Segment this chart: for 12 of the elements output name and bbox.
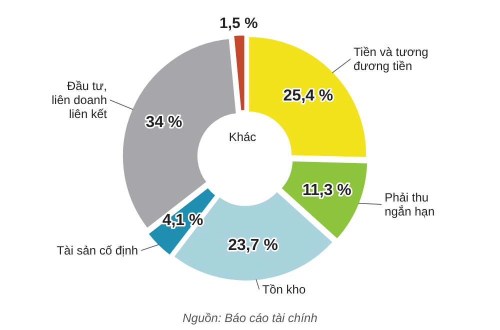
data-label: 34 % — [146, 114, 182, 132]
slice-label: Phải thu ngắn hạn — [384, 190, 435, 218]
data-label: 25,4 % — [283, 88, 334, 105]
data-label: 23,7 % — [228, 237, 278, 254]
slice-label: Khác — [228, 130, 256, 144]
data-label: 11,3 % — [302, 182, 352, 199]
text: Nguồn: Báo cáo tài chính — [182, 311, 318, 325]
slice-label: Tồn kho — [262, 282, 306, 296]
slice-label: Đầu tư, liên doanh liên kết — [52, 78, 108, 121]
slice-label: Tiền và tương đương tiền — [354, 45, 428, 74]
slice-label: Tài sản cố định — [56, 243, 138, 258]
data-label: 1,5 % — [220, 15, 258, 32]
